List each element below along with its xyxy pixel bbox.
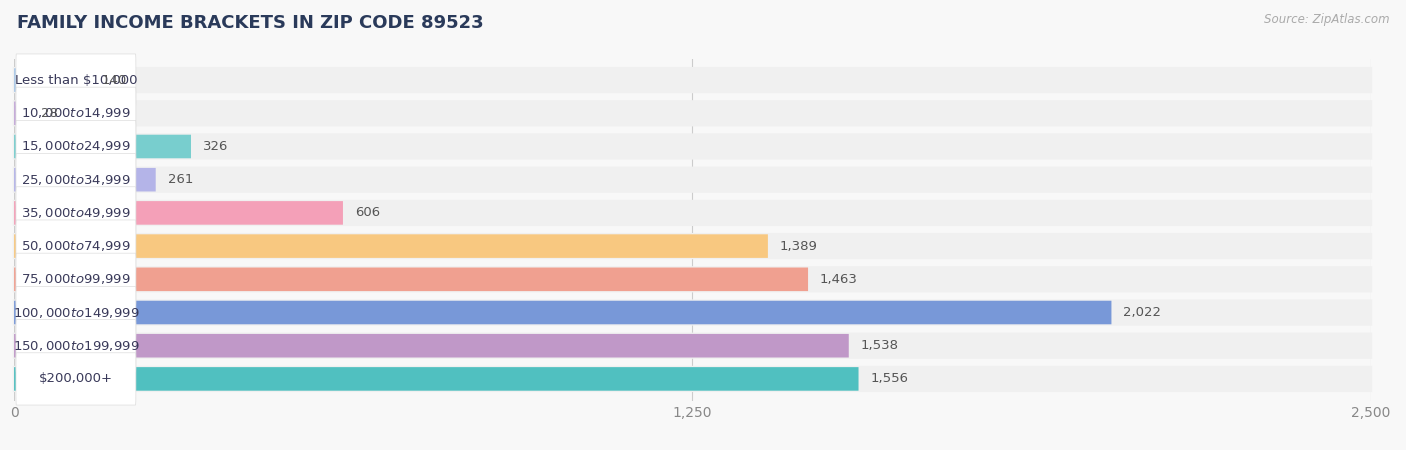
FancyBboxPatch shape [14,367,859,391]
FancyBboxPatch shape [13,299,1372,326]
FancyBboxPatch shape [13,100,1372,126]
Text: $25,000 to $34,999: $25,000 to $34,999 [21,173,131,187]
FancyBboxPatch shape [15,87,136,140]
Text: $75,000 to $99,999: $75,000 to $99,999 [21,272,131,286]
Text: 1,538: 1,538 [860,339,898,352]
FancyBboxPatch shape [13,366,1372,392]
Text: 1,389: 1,389 [780,239,818,252]
Text: 140: 140 [103,74,127,86]
FancyBboxPatch shape [15,253,136,306]
FancyBboxPatch shape [15,187,136,239]
FancyBboxPatch shape [15,54,136,106]
FancyBboxPatch shape [14,301,1111,324]
FancyBboxPatch shape [15,153,136,206]
Text: 261: 261 [167,173,193,186]
FancyBboxPatch shape [15,120,136,173]
FancyBboxPatch shape [14,135,191,158]
Text: 606: 606 [354,207,380,220]
FancyBboxPatch shape [13,67,1372,93]
FancyBboxPatch shape [15,286,136,339]
FancyBboxPatch shape [13,266,1372,292]
FancyBboxPatch shape [13,200,1372,226]
Text: $100,000 to $149,999: $100,000 to $149,999 [13,306,139,320]
Text: $50,000 to $74,999: $50,000 to $74,999 [21,239,131,253]
Text: FAMILY INCOME BRACKETS IN ZIP CODE 89523: FAMILY INCOME BRACKETS IN ZIP CODE 89523 [17,14,484,32]
FancyBboxPatch shape [14,201,343,225]
FancyBboxPatch shape [15,320,136,372]
Text: $35,000 to $49,999: $35,000 to $49,999 [21,206,131,220]
FancyBboxPatch shape [13,166,1372,193]
Text: $10,000 to $14,999: $10,000 to $14,999 [21,106,131,120]
FancyBboxPatch shape [13,133,1372,160]
FancyBboxPatch shape [14,234,768,258]
Text: 1,463: 1,463 [820,273,858,286]
FancyBboxPatch shape [14,68,90,92]
FancyBboxPatch shape [15,220,136,272]
Text: $15,000 to $24,999: $15,000 to $24,999 [21,140,131,153]
Text: 1,556: 1,556 [870,373,908,385]
FancyBboxPatch shape [15,353,136,405]
FancyBboxPatch shape [14,334,849,357]
FancyBboxPatch shape [14,267,808,291]
Text: 326: 326 [202,140,228,153]
Text: 2,022: 2,022 [1123,306,1161,319]
Text: Source: ZipAtlas.com: Source: ZipAtlas.com [1264,14,1389,27]
Text: Less than $10,000: Less than $10,000 [14,74,138,86]
FancyBboxPatch shape [13,233,1372,259]
Text: $200,000+: $200,000+ [39,373,112,385]
FancyBboxPatch shape [13,333,1372,359]
FancyBboxPatch shape [14,102,30,125]
FancyBboxPatch shape [14,168,156,192]
Text: $150,000 to $199,999: $150,000 to $199,999 [13,339,139,353]
Text: 28: 28 [41,107,58,120]
